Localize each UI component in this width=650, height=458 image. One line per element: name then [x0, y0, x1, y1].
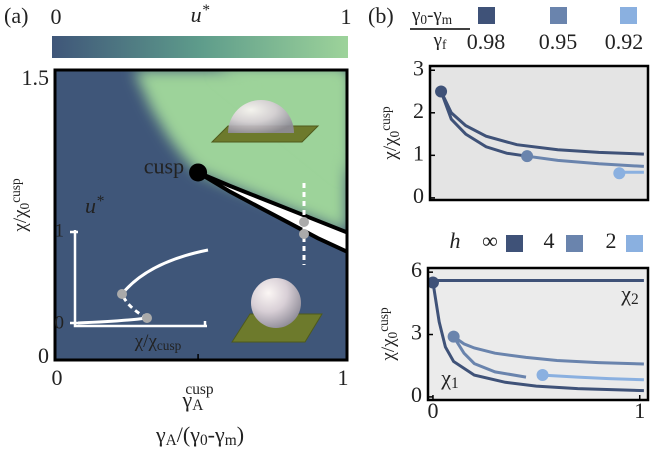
y-axis-label-part: cusp: [378, 106, 393, 131]
inset-tick-label: 0: [55, 312, 65, 333]
legend-title-numerator: γ0-γm: [411, 5, 453, 27]
series-marker: [448, 331, 460, 343]
y-tick-label: 3: [411, 320, 422, 345]
inset-y-label-part: u: [85, 193, 96, 218]
x-axis-label-part: -γ: [208, 422, 225, 447]
y-axis-label-part: cusp: [8, 178, 23, 203]
x-axis-label-part: γ: [155, 422, 166, 447]
x-tick-label: γAcusp: [182, 381, 214, 414]
series-marker: [537, 369, 549, 381]
y-axis-label-part: cusp: [376, 307, 391, 332]
y-tick-label: 0: [38, 343, 49, 368]
x-axis-label: γA/(γ0-γm): [155, 422, 244, 449]
colorbar-label-part: u: [191, 2, 202, 27]
colorbar-label: u*: [191, 2, 210, 28]
colorbar-tick-label: 0: [51, 4, 62, 29]
legend-swatch: [550, 7, 567, 24]
inset-x-label-part: cusp: [157, 338, 182, 353]
legend-title: h: [450, 228, 461, 253]
inset-dot: [142, 313, 152, 323]
x-tick-label: 1: [338, 365, 349, 390]
x-tick-label-part: cusp: [185, 381, 214, 398]
legend-swatch: [620, 7, 637, 24]
legend-label: 0.98: [467, 29, 506, 54]
x-axis-label-part: /(γ: [177, 422, 200, 447]
y-tick-label: 0: [411, 382, 422, 407]
colorbar-tick-label: 1: [341, 4, 352, 29]
cusp-point: [189, 163, 207, 181]
colorbar-label-part: *: [202, 2, 210, 19]
annotation-part: 2: [631, 291, 639, 308]
y-axis-label-part: χ/χ: [10, 209, 31, 233]
legend-label: 4: [544, 228, 555, 253]
y-tick-label: 3: [413, 55, 424, 80]
series-marker: [613, 167, 625, 179]
y-axis-label: χ/χ0cusp: [8, 178, 32, 233]
y-axis-label-part: χ/χ: [380, 137, 401, 161]
cusp-label: cusp: [144, 154, 184, 179]
inset-y-label-part: *: [96, 193, 104, 210]
droplet-sphere: [251, 278, 301, 328]
y-axis-label-part: χ/χ: [378, 338, 399, 362]
probe-dot: [299, 229, 309, 239]
legend-label: 0.95: [539, 29, 578, 54]
series-marker: [521, 150, 533, 162]
y-tick-label: 6: [411, 257, 422, 282]
legend-label: 2: [606, 228, 617, 253]
inset-x-label-part: χ/χ: [134, 331, 158, 352]
annotation-part: 1: [451, 375, 459, 392]
legend-label: ∞: [482, 228, 498, 253]
colorbar: [52, 36, 348, 58]
legend-swatch: [478, 7, 495, 24]
legend-title-denominator-part: f: [442, 37, 447, 52]
x-tick-label: 0: [52, 365, 63, 390]
annotation-part: χ: [440, 365, 451, 390]
y-tick-label: 1.5: [22, 65, 50, 90]
legend-title-denominator: γf: [433, 30, 447, 52]
panel-label: (a): [4, 3, 28, 28]
x-tick-label: 0: [427, 398, 438, 423]
series-marker: [435, 86, 447, 98]
y-axis-label: χ/χ0cusp: [378, 106, 402, 161]
legend-title-denominator-part: γ: [433, 30, 442, 51]
legend-title-numerator-part: -γ: [427, 5, 442, 26]
legend-title-part: h: [450, 228, 461, 253]
y-tick-label: 1: [413, 140, 424, 165]
x-tick-label: 1: [634, 398, 645, 423]
legend-swatch: [626, 235, 643, 252]
legend-label: 0.92: [605, 29, 644, 54]
inset-tick-label: 1: [55, 220, 65, 241]
y-tick-label: 2: [413, 98, 424, 123]
y-axis-label: χ/χ0cusp: [376, 307, 400, 362]
inset-dot: [117, 289, 127, 299]
legend-swatch: [506, 235, 523, 252]
probe-dot: [299, 217, 309, 227]
legend-title-numerator-part: γ: [411, 5, 420, 26]
y-tick-label: 0: [413, 183, 424, 208]
x-axis-label-part: A: [166, 432, 177, 449]
legend-title-numerator-part: m: [442, 12, 453, 27]
figure: (a)01u*cusp0γAcusp101.5γA/(γ0-γm)χ/χ0cus…: [0, 0, 650, 458]
x-axis-label-part: ): [237, 422, 244, 447]
x-axis-label-part: m: [225, 432, 237, 449]
panel-label: (b): [368, 3, 394, 28]
x-tick-label-part: A: [192, 397, 203, 414]
annotation-part: χ: [620, 281, 631, 306]
legend-swatch: [566, 235, 583, 252]
